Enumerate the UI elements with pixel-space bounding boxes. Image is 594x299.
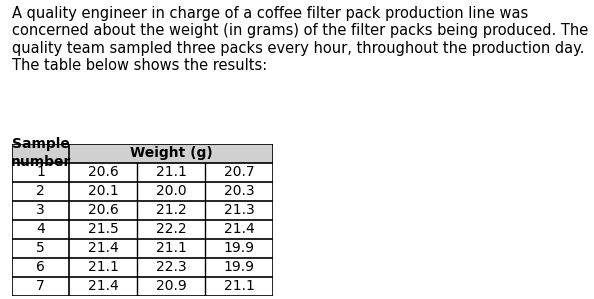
Text: 22.2: 22.2	[156, 222, 187, 236]
Text: 21.1: 21.1	[156, 165, 187, 179]
Bar	[206, 220, 273, 239]
Bar	[12, 181, 69, 201]
Text: 19.9: 19.9	[224, 260, 255, 274]
Text: 21.1: 21.1	[156, 241, 187, 255]
Bar	[137, 239, 206, 258]
Bar	[12, 220, 69, 239]
Text: 6: 6	[36, 260, 45, 274]
Text: 21.1: 21.1	[88, 260, 119, 274]
Text: 3: 3	[36, 203, 45, 217]
Text: 20.6: 20.6	[88, 203, 119, 217]
Bar	[69, 258, 137, 277]
Text: A quality engineer in charge of a coffee filter pack production line was concern: A quality engineer in charge of a coffee…	[12, 6, 588, 73]
Bar	[137, 258, 206, 277]
Bar	[12, 201, 69, 220]
Text: 19.9: 19.9	[224, 241, 255, 255]
Bar	[137, 220, 206, 239]
Bar	[206, 239, 273, 258]
Bar	[137, 181, 206, 201]
Bar	[69, 239, 137, 258]
Text: 1: 1	[36, 165, 45, 179]
Text: 20.7: 20.7	[224, 165, 255, 179]
Text: Sample
number: Sample number	[11, 138, 71, 169]
Text: 4: 4	[36, 222, 45, 236]
Bar	[137, 277, 206, 296]
Bar	[12, 239, 69, 258]
Bar	[137, 163, 206, 181]
Text: 21.1: 21.1	[224, 280, 255, 294]
Bar	[69, 201, 137, 220]
Text: 21.5: 21.5	[88, 222, 119, 236]
Bar	[206, 277, 273, 296]
Bar	[12, 277, 69, 296]
Text: 21.4: 21.4	[224, 222, 255, 236]
Text: 7: 7	[36, 280, 45, 294]
Bar	[12, 144, 69, 163]
Bar	[69, 277, 137, 296]
Bar	[69, 220, 137, 239]
Text: 20.1: 20.1	[88, 184, 119, 198]
Text: Weight (g): Weight (g)	[130, 146, 213, 160]
Bar	[206, 201, 273, 220]
Bar	[137, 201, 206, 220]
Bar	[12, 258, 69, 277]
Text: 20.9: 20.9	[156, 280, 187, 294]
Text: 21.2: 21.2	[156, 203, 187, 217]
Text: 5: 5	[36, 241, 45, 255]
Bar	[12, 163, 69, 181]
Bar	[206, 258, 273, 277]
Text: 21.4: 21.4	[88, 241, 119, 255]
Text: 20.0: 20.0	[156, 184, 187, 198]
Text: 20.6: 20.6	[88, 165, 119, 179]
Bar	[69, 144, 273, 163]
Bar	[206, 181, 273, 201]
Text: 21.3: 21.3	[224, 203, 255, 217]
Text: 20.3: 20.3	[224, 184, 255, 198]
Bar	[69, 163, 137, 181]
Bar	[206, 163, 273, 181]
Text: 22.3: 22.3	[156, 260, 187, 274]
Text: 21.4: 21.4	[88, 280, 119, 294]
Text: 2: 2	[36, 184, 45, 198]
Bar	[69, 181, 137, 201]
